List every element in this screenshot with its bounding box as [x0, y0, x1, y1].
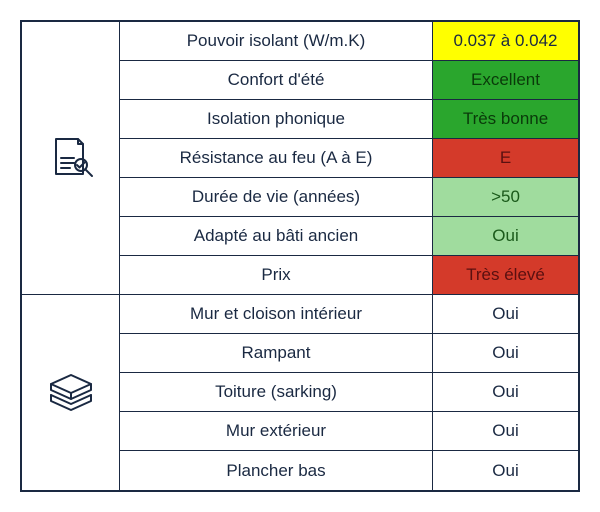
table-row: RampantOui	[120, 334, 578, 373]
property-value: >50	[433, 178, 578, 217]
property-value: 0.037 à 0.042	[433, 22, 578, 61]
property-label: Mur extérieur	[120, 412, 433, 451]
table-section: Mur et cloison intérieurOuiRampantOuiToi…	[22, 295, 578, 490]
property-value: Oui	[433, 295, 578, 334]
property-value: Oui	[433, 334, 578, 373]
property-label: Isolation phonique	[120, 100, 433, 139]
property-label: Mur et cloison intérieur	[120, 295, 433, 334]
property-value: Oui	[433, 217, 578, 256]
property-value: Excellent	[433, 61, 578, 100]
property-value: E	[433, 139, 578, 178]
rows-column: Pouvoir isolant (W/m.K)0.037 à 0.042Conf…	[120, 22, 578, 295]
table-row: Mur extérieurOui	[120, 412, 578, 451]
property-value: Oui	[433, 373, 578, 412]
table-row: Plancher basOui	[120, 451, 578, 490]
property-label: Durée de vie (années)	[120, 178, 433, 217]
table-section: Pouvoir isolant (W/m.K)0.037 à 0.042Conf…	[22, 22, 578, 295]
property-label: Rampant	[120, 334, 433, 373]
property-label: Adapté au bâti ancien	[120, 217, 433, 256]
property-label: Prix	[120, 256, 433, 295]
table-row: Résistance au feu (A à E)E	[120, 139, 578, 178]
table-row: Confort d'étéExcellent	[120, 61, 578, 100]
properties-table: Pouvoir isolant (W/m.K)0.037 à 0.042Conf…	[20, 20, 580, 492]
property-value: Oui	[433, 451, 578, 490]
property-label: Confort d'été	[120, 61, 433, 100]
table-row: Durée de vie (années)>50	[120, 178, 578, 217]
spec-sheet-icon	[22, 22, 120, 295]
property-label: Plancher bas	[120, 451, 433, 490]
property-label: Pouvoir isolant (W/m.K)	[120, 22, 433, 61]
property-value: Oui	[433, 412, 578, 451]
table-row: Mur et cloison intérieurOui	[120, 295, 578, 334]
table-row: Adapté au bâti ancienOui	[120, 217, 578, 256]
property-value: Très élevé	[433, 256, 578, 295]
table-row: PrixTrès élevé	[120, 256, 578, 295]
table-row: Isolation phoniqueTrès bonne	[120, 100, 578, 139]
rows-column: Mur et cloison intérieurOuiRampantOuiToi…	[120, 295, 578, 490]
table-row: Toiture (sarking)Oui	[120, 373, 578, 412]
property-value: Très bonne	[433, 100, 578, 139]
layers-icon	[22, 295, 120, 490]
property-label: Résistance au feu (A à E)	[120, 139, 433, 178]
property-label: Toiture (sarking)	[120, 373, 433, 412]
table-row: Pouvoir isolant (W/m.K)0.037 à 0.042	[120, 22, 578, 61]
